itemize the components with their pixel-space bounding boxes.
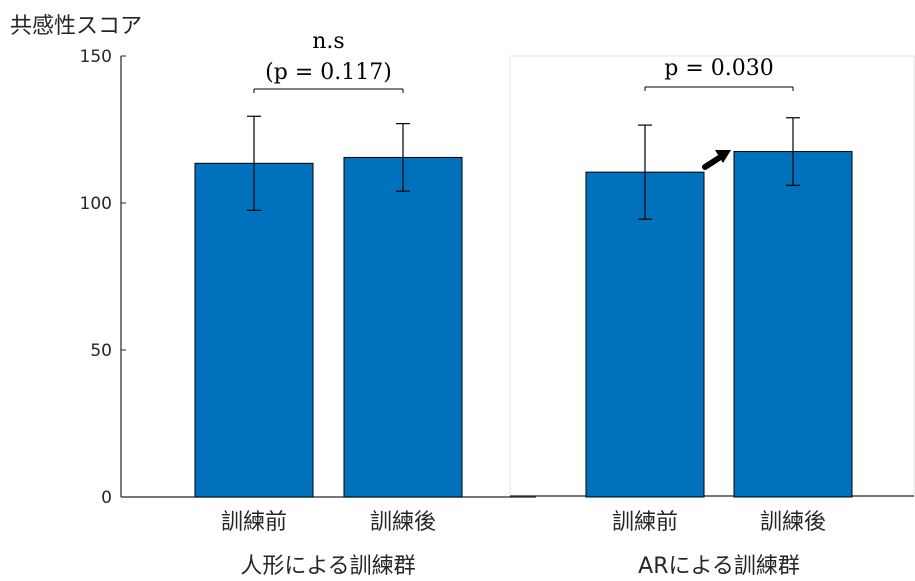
bar (585, 171, 705, 498)
significance-text: n.s (312, 29, 344, 54)
right-panel-frame (509, 55, 915, 497)
group-label: 人形による訓練群 (240, 554, 415, 579)
significance-text: (p = 0.117) (265, 60, 392, 85)
category-label: 訓練前 (221, 510, 287, 535)
bars (194, 115, 853, 498)
bar (343, 156, 463, 498)
group-label: ARによる訓練群 (638, 554, 800, 579)
category-label: 訓練前 (612, 510, 678, 535)
bar (194, 162, 314, 498)
y-tick-label: 150 (80, 47, 112, 67)
y-tick-label: 50 (90, 341, 112, 361)
y-ticks: 0 50 100 150 (80, 47, 126, 508)
y-axis-label: 共感性スコア (10, 14, 142, 39)
y-tick-label: 100 (80, 194, 112, 214)
category-label: 訓練後 (760, 510, 826, 535)
significance-annotations: n.s (p = 0.117) p = 0.030 (253, 29, 794, 93)
category-label: 訓練後 (370, 510, 436, 535)
increase-arrow-icon (702, 150, 731, 170)
y-tick-label: 0 (101, 488, 112, 508)
bar (733, 151, 853, 498)
significance-text: p = 0.030 (664, 56, 773, 81)
